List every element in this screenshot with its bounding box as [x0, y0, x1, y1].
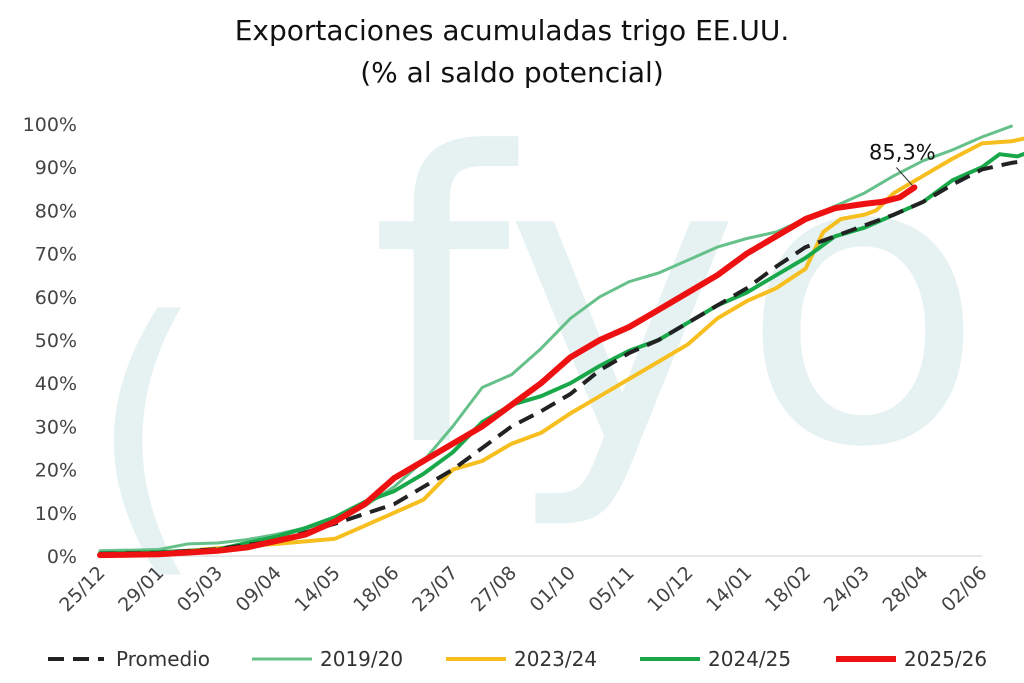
x-tick-label: 27/08	[467, 562, 521, 616]
x-tick-label: 24/03	[820, 562, 874, 616]
legend: Promedio 2019/20 2023/24 2024/25 2025/26	[48, 647, 987, 671]
x-tick-label: 18/06	[349, 562, 403, 616]
y-tick-label: 30%	[35, 416, 77, 438]
y-tick-label: 40%	[35, 373, 77, 395]
legend-label: 2025/26	[904, 647, 987, 671]
x-tick-label: 02/06	[937, 562, 991, 616]
legend-label: 2024/25	[708, 647, 791, 671]
series-line-promedio	[99, 159, 1024, 556]
x-tick-label: 01/10	[526, 562, 580, 616]
x-tick-label: 14/01	[702, 562, 756, 616]
y-axis: 0% 10% 20% 30% 40% 50% 60% 70% 80% 90% 100%	[23, 114, 77, 568]
svg-text:(: (	[88, 257, 205, 606]
y-tick-label: 10%	[35, 503, 77, 525]
annotation-label: 85,3%	[869, 141, 936, 165]
y-tick-label: 90%	[35, 157, 77, 179]
chart-subtitle: (% al saldo potencial)	[360, 56, 664, 89]
legend-label: Promedio	[116, 647, 210, 671]
y-tick-label: 100%	[23, 114, 77, 136]
y-tick-label: 20%	[35, 460, 77, 482]
x-tick-label: 14/05	[290, 562, 344, 616]
annotation-leader	[896, 167, 913, 186]
legend-label: 2023/24	[514, 647, 597, 671]
fyo-watermark-logo: ( fyo	[88, 70, 985, 606]
y-tick-label: 50%	[35, 330, 77, 352]
y-tick-label: 80%	[35, 200, 77, 222]
chart-title: Exportaciones acumuladas trigo EE.UU.	[234, 14, 790, 47]
x-tick-label: 18/02	[761, 562, 815, 616]
y-tick-label: 60%	[35, 287, 77, 309]
y-tick-label: 70%	[35, 244, 77, 266]
annotation-layer: 85,3%	[869, 141, 936, 186]
series-line-2019-20	[98, 124, 1013, 553]
y-tick-label: 0%	[47, 546, 77, 568]
series-line-2023-24	[98, 136, 1024, 558]
x-tick-label: 23/07	[408, 562, 462, 616]
legend-label: 2019/20	[320, 647, 403, 671]
svg-text:fyo: fyo	[370, 70, 985, 535]
series-layer	[97, 124, 1024, 559]
x-tick-label: 28/04	[878, 562, 932, 616]
x-tick-label: 10/12	[643, 562, 697, 616]
series-line-2025-26	[97, 184, 918, 559]
x-tick-label: 05/11	[584, 562, 638, 616]
x-tick-label: 09/04	[232, 562, 286, 616]
